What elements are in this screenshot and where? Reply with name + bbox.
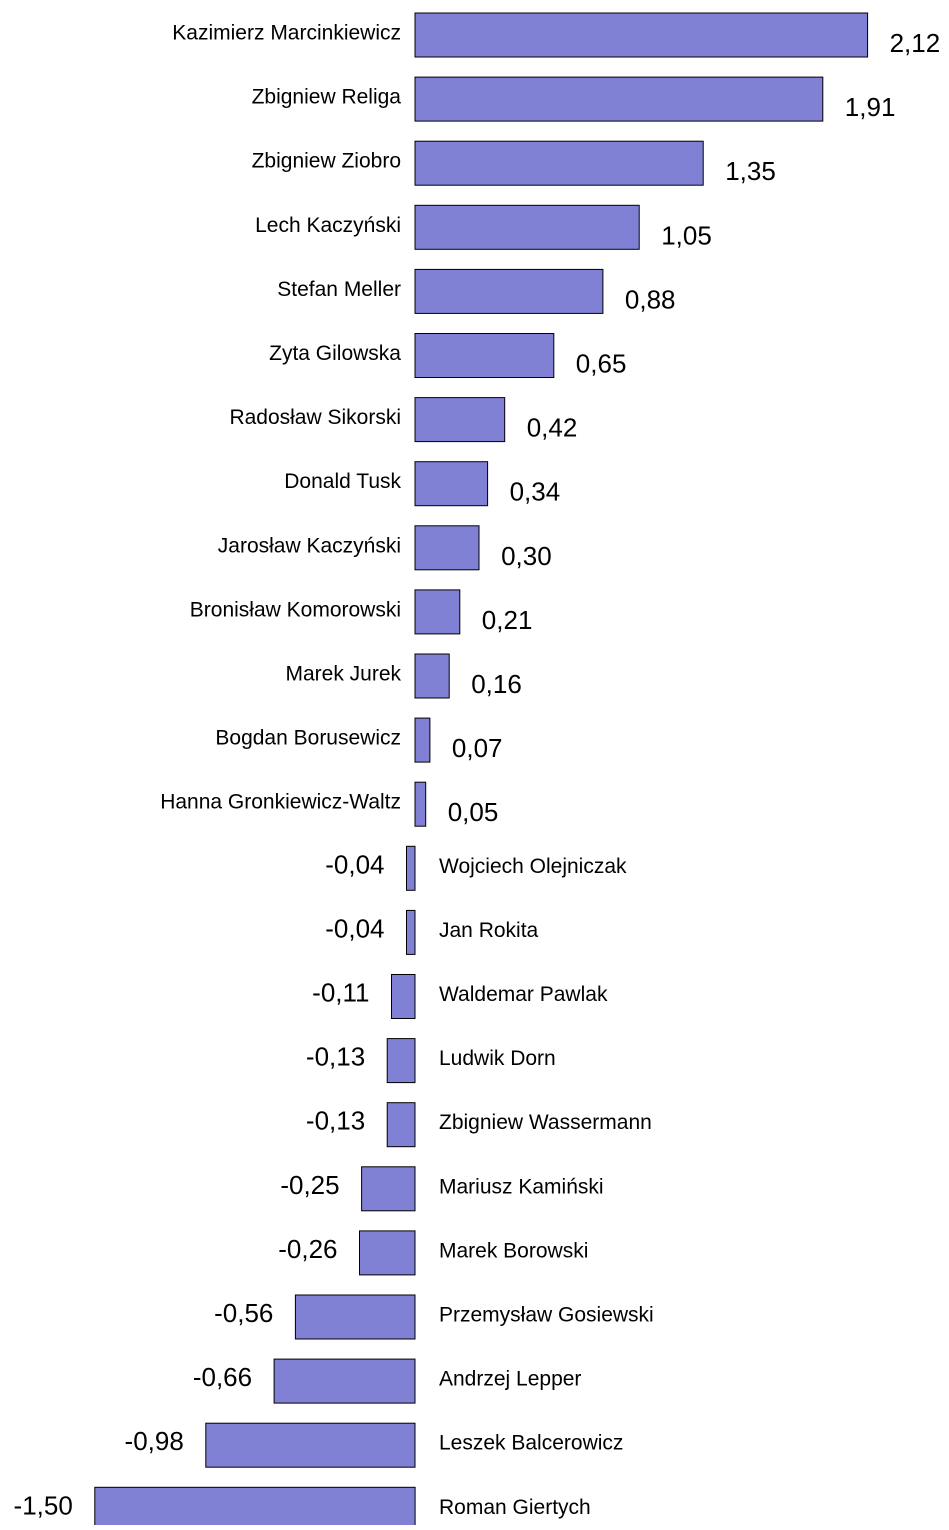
category-label: Lech Kaczyński bbox=[255, 214, 401, 237]
value-label: 0,30 bbox=[501, 541, 552, 571]
bar bbox=[386, 1038, 416, 1084]
bar bbox=[414, 781, 427, 827]
value-label: -0,66 bbox=[193, 1362, 252, 1392]
value-label: -0,98 bbox=[125, 1426, 184, 1456]
category-label: Wojciech Olejniczak bbox=[439, 855, 627, 878]
bar bbox=[273, 1358, 416, 1404]
bar bbox=[414, 461, 489, 507]
category-label: Zyta Gilowska bbox=[269, 342, 401, 365]
value-label: 0,16 bbox=[471, 669, 522, 699]
bar bbox=[414, 204, 640, 250]
bar bbox=[414, 525, 480, 571]
value-label: -1,50 bbox=[14, 1490, 73, 1520]
category-label: Ludwik Dorn bbox=[439, 1047, 556, 1070]
bar bbox=[406, 909, 416, 955]
value-label: -0,56 bbox=[214, 1298, 273, 1328]
bar bbox=[414, 397, 506, 443]
category-label: Donald Tusk bbox=[284, 470, 401, 493]
value-label: -0,04 bbox=[325, 913, 384, 943]
value-label: 0,65 bbox=[576, 349, 627, 379]
bar bbox=[94, 1486, 416, 1530]
bar bbox=[414, 717, 431, 763]
category-label: Marek Jurek bbox=[285, 663, 401, 686]
category-label: Jarosław Kaczyński bbox=[218, 534, 401, 557]
value-label: -0,11 bbox=[312, 978, 369, 1008]
bar bbox=[414, 268, 604, 314]
value-label: 2,12 bbox=[890, 28, 941, 58]
bar bbox=[359, 1230, 416, 1276]
bar bbox=[205, 1422, 416, 1468]
bar bbox=[414, 140, 704, 186]
category-label: Bogdan Borusewicz bbox=[215, 727, 401, 750]
value-label: -0,25 bbox=[280, 1170, 339, 1200]
value-label: -0,04 bbox=[325, 849, 384, 879]
category-label: Radosław Sikorski bbox=[229, 406, 401, 429]
category-label: Roman Giertych bbox=[439, 1496, 591, 1519]
value-label: -0,26 bbox=[278, 1234, 337, 1264]
value-label: 1,05 bbox=[661, 220, 712, 250]
value-label: 0,42 bbox=[527, 413, 578, 443]
category-label: Waldemar Pawlak bbox=[439, 983, 608, 1006]
value-label: 1,91 bbox=[845, 92, 896, 122]
value-label: -0,13 bbox=[306, 1042, 365, 1072]
category-label: Marek Borowski bbox=[439, 1239, 588, 1262]
category-label: Leszek Balcerowicz bbox=[439, 1432, 623, 1455]
value-label: 0,88 bbox=[625, 284, 676, 314]
category-label: Jan Rokita bbox=[439, 919, 539, 942]
value-label: 0,34 bbox=[510, 477, 561, 507]
value-label: 0,21 bbox=[482, 605, 533, 635]
category-label: Andrzej Lepper bbox=[439, 1368, 581, 1391]
bar bbox=[414, 589, 461, 635]
bar bbox=[361, 1166, 416, 1212]
category-label: Bronisław Komorowski bbox=[190, 598, 401, 621]
category-label: Stefan Meller bbox=[277, 278, 401, 301]
bar bbox=[414, 76, 824, 122]
value-label: 1,35 bbox=[725, 156, 776, 186]
bar bbox=[414, 653, 450, 699]
category-label: Zbigniew Ziobro bbox=[252, 150, 401, 173]
value-label: -0,13 bbox=[306, 1106, 365, 1136]
bar bbox=[294, 1294, 416, 1340]
bar bbox=[414, 12, 869, 58]
bar bbox=[414, 333, 555, 378]
category-label: Hanna Gronkiewicz-Waltz bbox=[160, 791, 401, 814]
value-label: 0,07 bbox=[452, 733, 503, 763]
bar bbox=[391, 974, 416, 1019]
category-label: Zbigniew Religa bbox=[252, 86, 402, 109]
value-label: 0,05 bbox=[448, 797, 499, 827]
bar bbox=[406, 845, 416, 891]
bar bbox=[386, 1102, 416, 1148]
category-label: Mariusz Kamiński bbox=[439, 1175, 604, 1198]
category-label: Kazimierz Marcinkiewicz bbox=[172, 22, 401, 45]
category-label: Zbigniew Wassermann bbox=[439, 1111, 652, 1134]
category-label: Przemysław Gosiewski bbox=[439, 1304, 654, 1327]
